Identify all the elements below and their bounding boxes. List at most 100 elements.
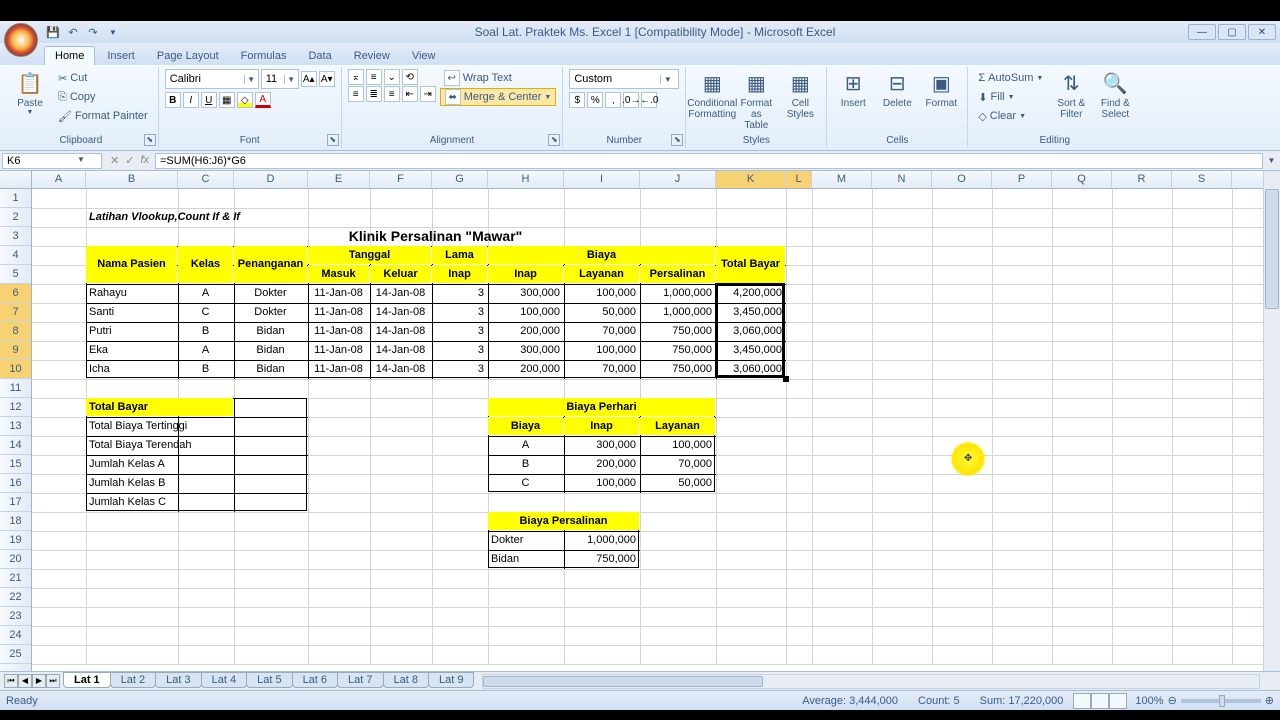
row-header[interactable]: 8: [0, 322, 31, 341]
align-left-icon[interactable]: ≡: [348, 86, 364, 102]
cell[interactable]: 4,200,000: [716, 284, 785, 302]
row-header[interactable]: 5: [0, 265, 31, 284]
cell[interactable]: B: [178, 322, 233, 340]
undo-icon[interactable]: ↶: [64, 23, 82, 41]
sheet-tab[interactable]: Lat 4: [201, 672, 247, 688]
column-header[interactable]: R: [1112, 171, 1172, 188]
cell[interactable]: 3: [432, 303, 487, 321]
column-header[interactable]: P: [992, 171, 1052, 188]
row-header[interactable]: 9: [0, 341, 31, 360]
cell[interactable]: 100,000: [640, 436, 715, 454]
cell[interactable]: Bidan: [234, 341, 307, 359]
cell[interactable]: 14-Jan-08: [370, 341, 431, 359]
sheet-tab[interactable]: Lat 3: [155, 672, 201, 688]
cell[interactable]: Rahayu: [86, 284, 177, 302]
currency-icon[interactable]: $: [569, 92, 585, 108]
horizontal-scrollbar[interactable]: [482, 674, 1260, 689]
cell[interactable]: 70,000: [564, 322, 639, 340]
cell[interactable]: 750,000: [640, 322, 715, 340]
cell[interactable]: 14-Jan-08: [370, 322, 431, 340]
cell[interactable]: 70,000: [564, 360, 639, 378]
cell[interactable]: Layanan: [564, 265, 639, 283]
font-size-dropdown[interactable]: ▼: [261, 69, 299, 89]
cell[interactable]: 3,060,000: [716, 360, 785, 378]
row-header[interactable]: 11: [0, 379, 31, 398]
row-header[interactable]: 25: [0, 645, 31, 664]
tab-insert[interactable]: Insert: [97, 47, 145, 65]
cell[interactable]: Jumlah Kelas C: [86, 493, 233, 511]
align-bottom-icon[interactable]: ⌄: [384, 69, 400, 85]
zoom-in-icon[interactable]: ⊕: [1265, 694, 1274, 707]
bold-button[interactable]: B: [165, 92, 181, 108]
clipboard-launcher-icon[interactable]: ⬊: [144, 134, 156, 146]
decrease-indent-icon[interactable]: ⇤: [402, 86, 418, 102]
cell[interactable]: Total Biaya Terendah: [86, 436, 233, 454]
cell[interactable]: Persalinan: [640, 265, 715, 283]
cell[interactable]: 14-Jan-08: [370, 360, 431, 378]
cell[interactable]: Biaya: [488, 246, 715, 264]
cell[interactable]: Bidan: [234, 360, 307, 378]
sheet-tab[interactable]: Lat 9: [428, 672, 474, 688]
cell[interactable]: C: [178, 303, 233, 321]
cell[interactable]: Eka: [86, 341, 177, 359]
decrease-decimal-icon[interactable]: ←.0: [641, 92, 657, 108]
row-header[interactable]: 14: [0, 436, 31, 455]
cell[interactable]: Klinik Persalinan "Mawar": [86, 227, 785, 245]
cell[interactable]: 3: [432, 341, 487, 359]
cell[interactable]: 100,000: [488, 303, 563, 321]
align-center-icon[interactable]: ≣: [366, 86, 382, 102]
cell[interactable]: 100,000: [564, 284, 639, 302]
tab-prev-icon[interactable]: ◀: [18, 674, 32, 688]
sheet-tab[interactable]: Lat 6: [292, 672, 338, 688]
cell[interactable]: Keluar: [370, 265, 431, 283]
increase-indent-icon[interactable]: ⇥: [420, 86, 436, 102]
row-header[interactable]: 7: [0, 303, 31, 322]
cell[interactable]: Jumlah Kelas B: [86, 474, 233, 492]
autosum-button[interactable]: ΣAutoSum▼: [974, 69, 1047, 87]
enter-formula-icon[interactable]: ✓: [125, 154, 134, 167]
cell[interactable]: Latihan Vlookup,Count If & If: [86, 208, 177, 226]
tab-view[interactable]: View: [402, 47, 446, 65]
column-header[interactable]: F: [370, 171, 432, 188]
cell[interactable]: Total Bayar: [86, 398, 233, 416]
tab-formulas[interactable]: Formulas: [231, 47, 297, 65]
cell[interactable]: Masuk: [308, 265, 369, 283]
vertical-scrollbar[interactable]: [1263, 171, 1280, 671]
cell[interactable]: Nama Pasien: [86, 246, 177, 283]
cell[interactable]: 3,060,000: [716, 322, 785, 340]
cell[interactable]: 750,000: [640, 341, 715, 359]
row-header[interactable]: 16: [0, 474, 31, 493]
shrink-font-icon[interactable]: A▾: [319, 71, 335, 87]
zoom-slider[interactable]: [1181, 699, 1261, 703]
cell[interactable]: Total Bayar: [716, 246, 785, 283]
number-launcher-icon[interactable]: ⬊: [671, 134, 683, 146]
cell[interactable]: Putri: [86, 322, 177, 340]
tab-data[interactable]: Data: [298, 47, 341, 65]
expand-formula-icon[interactable]: ▼: [1263, 156, 1280, 165]
page-break-view-icon[interactable]: [1109, 693, 1127, 709]
cancel-formula-icon[interactable]: ✕: [110, 154, 119, 167]
cell[interactable]: 300,000: [488, 341, 563, 359]
cell[interactable]: 3: [432, 360, 487, 378]
number-format-dropdown[interactable]: ▼: [569, 69, 679, 89]
font-launcher-icon[interactable]: ⬊: [327, 134, 339, 146]
cell[interactable]: Inap: [488, 265, 563, 283]
cell[interactable]: 1,000,000: [640, 284, 715, 302]
percent-icon[interactable]: %: [587, 92, 603, 108]
cell[interactable]: Tanggal: [308, 246, 431, 264]
row-header[interactable]: 13: [0, 417, 31, 436]
font-name-dropdown[interactable]: ▼: [165, 69, 259, 89]
tab-review[interactable]: Review: [344, 47, 400, 65]
cell[interactable]: 70,000: [640, 455, 715, 473]
cell[interactable]: 11-Jan-08: [308, 341, 369, 359]
insert-cells-button[interactable]: ⊞Insert: [833, 69, 873, 111]
redo-icon[interactable]: ↷: [84, 23, 102, 41]
row-header[interactable]: 10: [0, 360, 31, 379]
cell[interactable]: 750,000: [564, 550, 639, 568]
column-header[interactable]: L: [786, 171, 812, 188]
cell[interactable]: Biaya: [488, 417, 563, 435]
copy-button[interactable]: ⎘Copy: [54, 88, 152, 106]
cell[interactable]: Kelas: [178, 246, 233, 283]
cell[interactable]: 750,000: [640, 360, 715, 378]
column-header[interactable]: Q: [1052, 171, 1112, 188]
